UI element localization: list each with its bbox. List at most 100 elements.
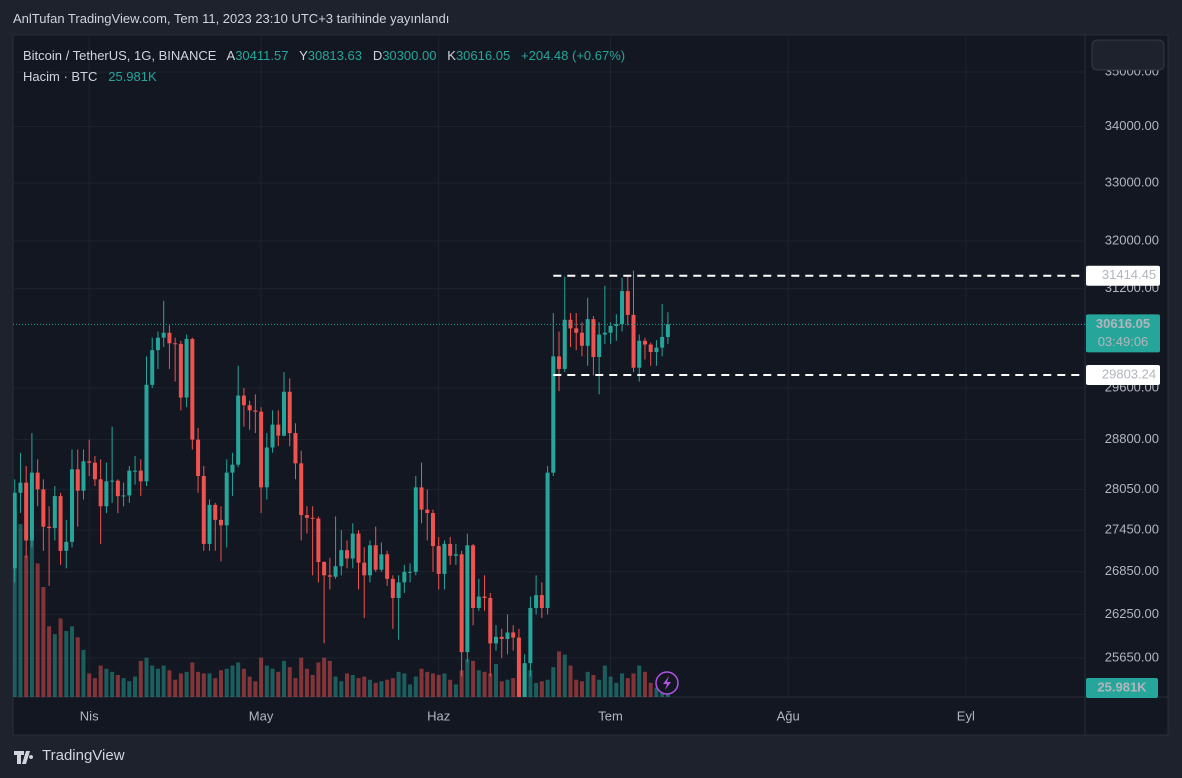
alert-bolt: [663, 676, 671, 690]
volume-bar: [322, 657, 327, 697]
candle-body: [259, 411, 264, 488]
x-tick-label: Eyl: [957, 708, 975, 723]
candle-body: [574, 328, 579, 333]
candle-body: [408, 571, 413, 573]
volume-bar: [150, 665, 155, 697]
candle-body: [390, 578, 395, 598]
last-price-tag: [1086, 314, 1160, 353]
candle-body: [224, 472, 229, 526]
candle-body: [402, 571, 407, 583]
volume-bar: [190, 662, 195, 697]
volume-tag-label: 25.981K: [1097, 679, 1147, 694]
candle-body: [144, 384, 149, 482]
candle-body: [104, 481, 109, 507]
volume-bar: [310, 675, 315, 697]
volume-bar: [557, 651, 562, 697]
volume-bar: [196, 671, 201, 697]
candle-body: [379, 554, 384, 570]
candle-body: [505, 632, 510, 639]
volume-bar: [115, 675, 120, 697]
volume-bar: [385, 679, 390, 697]
low-label: D: [372, 48, 383, 63]
candle-body: [459, 554, 464, 653]
volume-bar: [184, 671, 189, 697]
candle-body: [648, 344, 653, 353]
candle-body: [18, 482, 23, 493]
volume-bar: [545, 679, 550, 697]
candle-body: [138, 470, 143, 482]
candle-body: [133, 470, 138, 472]
candle-body: [304, 515, 309, 518]
y-tick-label: 26850.00: [1105, 563, 1159, 578]
volume-bar: [602, 665, 607, 697]
x-tick-label: Ağu: [777, 708, 800, 723]
x-tick-label: Nis: [80, 708, 99, 723]
candle-body: [528, 607, 533, 664]
symbol: Bitcoin / TetherUS, 1G, BINANCE: [23, 48, 217, 63]
volume-bar: [224, 668, 229, 697]
volume-bar: [585, 671, 590, 697]
volume-bar: [35, 563, 40, 697]
y-tick-label: 28800.00: [1105, 431, 1159, 446]
legend: Bitcoin / TetherUS, 1G, BINANCE A30411.5…: [23, 45, 625, 87]
candle-body: [413, 487, 418, 572]
volume-bar: [287, 667, 292, 697]
volume-bar: [345, 673, 350, 697]
candle-body: [167, 332, 172, 344]
candle-body: [184, 338, 189, 398]
candle-body: [396, 582, 401, 598]
volume-bar: [419, 668, 424, 697]
candle-body: [471, 545, 476, 608]
candle-body: [64, 541, 69, 551]
candle-body: [213, 504, 218, 520]
candle-body: [236, 395, 241, 465]
volume-bar: [459, 670, 464, 697]
volume-bar: [339, 681, 344, 697]
volume-bar: [402, 673, 407, 697]
volume-bar: [568, 665, 573, 697]
logo: [14, 751, 34, 764]
candle-body: [654, 347, 659, 353]
volume-bar: [41, 587, 46, 697]
high-label: Y: [299, 48, 308, 63]
candle-body: [442, 543, 447, 574]
volume-bar: [98, 665, 103, 697]
volume-bar: [333, 676, 338, 697]
candle-body: [579, 332, 584, 346]
volume-bar: [138, 660, 143, 697]
candle-body: [52, 496, 57, 529]
candles: [13, 270, 1085, 697]
volume-bar: [127, 681, 132, 697]
candle-body: [207, 504, 212, 544]
volume-bar: [121, 678, 126, 697]
candle-body: [597, 334, 602, 358]
x-tick-label: May: [249, 708, 274, 723]
candle-body: [155, 337, 160, 351]
candle-body: [362, 562, 367, 576]
candle-body: [539, 595, 544, 608]
candle-body: [568, 319, 573, 329]
candle-body: [631, 314, 636, 368]
candle-body: [299, 463, 304, 516]
volume-bar: [476, 670, 481, 697]
volume-bar: [161, 665, 166, 697]
volume-bar: [471, 660, 476, 697]
candle-body: [282, 391, 287, 436]
volume-bar: [534, 682, 539, 697]
volume-bar: [70, 626, 75, 697]
candle-body: [493, 636, 499, 644]
candle-body: [41, 489, 46, 527]
candle-body: [196, 439, 201, 476]
volume-bar: [13, 508, 17, 697]
candle-body: [247, 405, 252, 411]
close-label: K: [447, 48, 456, 63]
candle-body: [425, 509, 430, 514]
candle-body: [488, 597, 493, 644]
watermark: AnlTufan TradingView.com, Tem 11, 2023 2…: [13, 11, 450, 26]
volume-bar: [379, 681, 384, 697]
candle-body: [482, 596, 487, 598]
toolbar-button[interactable]: [1091, 39, 1165, 71]
volume-bar: [64, 631, 69, 697]
volume-bar: [58, 618, 63, 697]
candle-body: [121, 495, 126, 497]
